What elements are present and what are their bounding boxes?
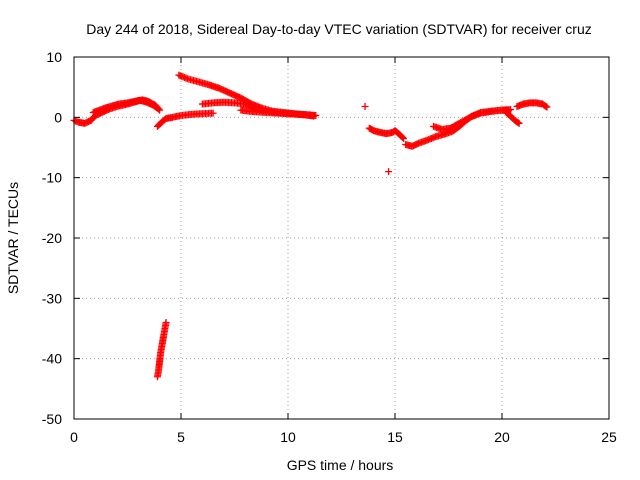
- data-point-fill: [397, 132, 405, 140]
- data-points: [70, 71, 551, 381]
- x-tick-label: 5: [177, 429, 185, 445]
- x-tick-label: 20: [494, 429, 510, 445]
- x-tick-label: 25: [601, 429, 617, 445]
- y-tick-label: -10: [42, 170, 62, 186]
- data-point: [361, 102, 369, 110]
- y-tick-label: -30: [42, 290, 62, 306]
- y-tick-label: 10: [46, 49, 62, 65]
- y-tick-label: -20: [42, 230, 62, 246]
- tick-labels: 0 5 10 15 20 25 10 0 -10 -20 -30 -40 -50: [42, 49, 617, 445]
- data-point-fill: [304, 111, 312, 119]
- grid-lines: [74, 57, 609, 419]
- y-tick-label: -50: [42, 411, 62, 427]
- x-tick-label: 15: [387, 429, 403, 445]
- plot-frame: [73, 56, 610, 420]
- data-point-fill: [398, 133, 406, 141]
- data-point-fill: [541, 102, 549, 110]
- data-point-fill: [514, 119, 522, 127]
- data-point-fill: [155, 105, 163, 113]
- data-point: [385, 168, 393, 176]
- data-point-fill: [162, 320, 170, 328]
- data-point-fill: [208, 109, 216, 117]
- data-point-fill: [154, 104, 162, 112]
- x-tick-label: 10: [280, 429, 296, 445]
- data-point-fill: [193, 77, 201, 85]
- y-tick-label: 0: [54, 109, 62, 125]
- x-axis-label: GPS time / hours: [287, 457, 394, 473]
- data-point-fill: [156, 120, 164, 128]
- data-point-fill: [542, 102, 550, 110]
- x-tick-label: 0: [70, 429, 78, 445]
- data-point-fill: [513, 118, 521, 126]
- chart-title: Day 244 of 2018, Sidereal Day-to-day VTE…: [86, 21, 592, 37]
- data-point-fill: [453, 121, 461, 129]
- y-axis-label: SDTVAR / TECUs: [5, 182, 21, 294]
- y-tick-label: -40: [42, 351, 62, 367]
- data-point-fill: [463, 115, 471, 123]
